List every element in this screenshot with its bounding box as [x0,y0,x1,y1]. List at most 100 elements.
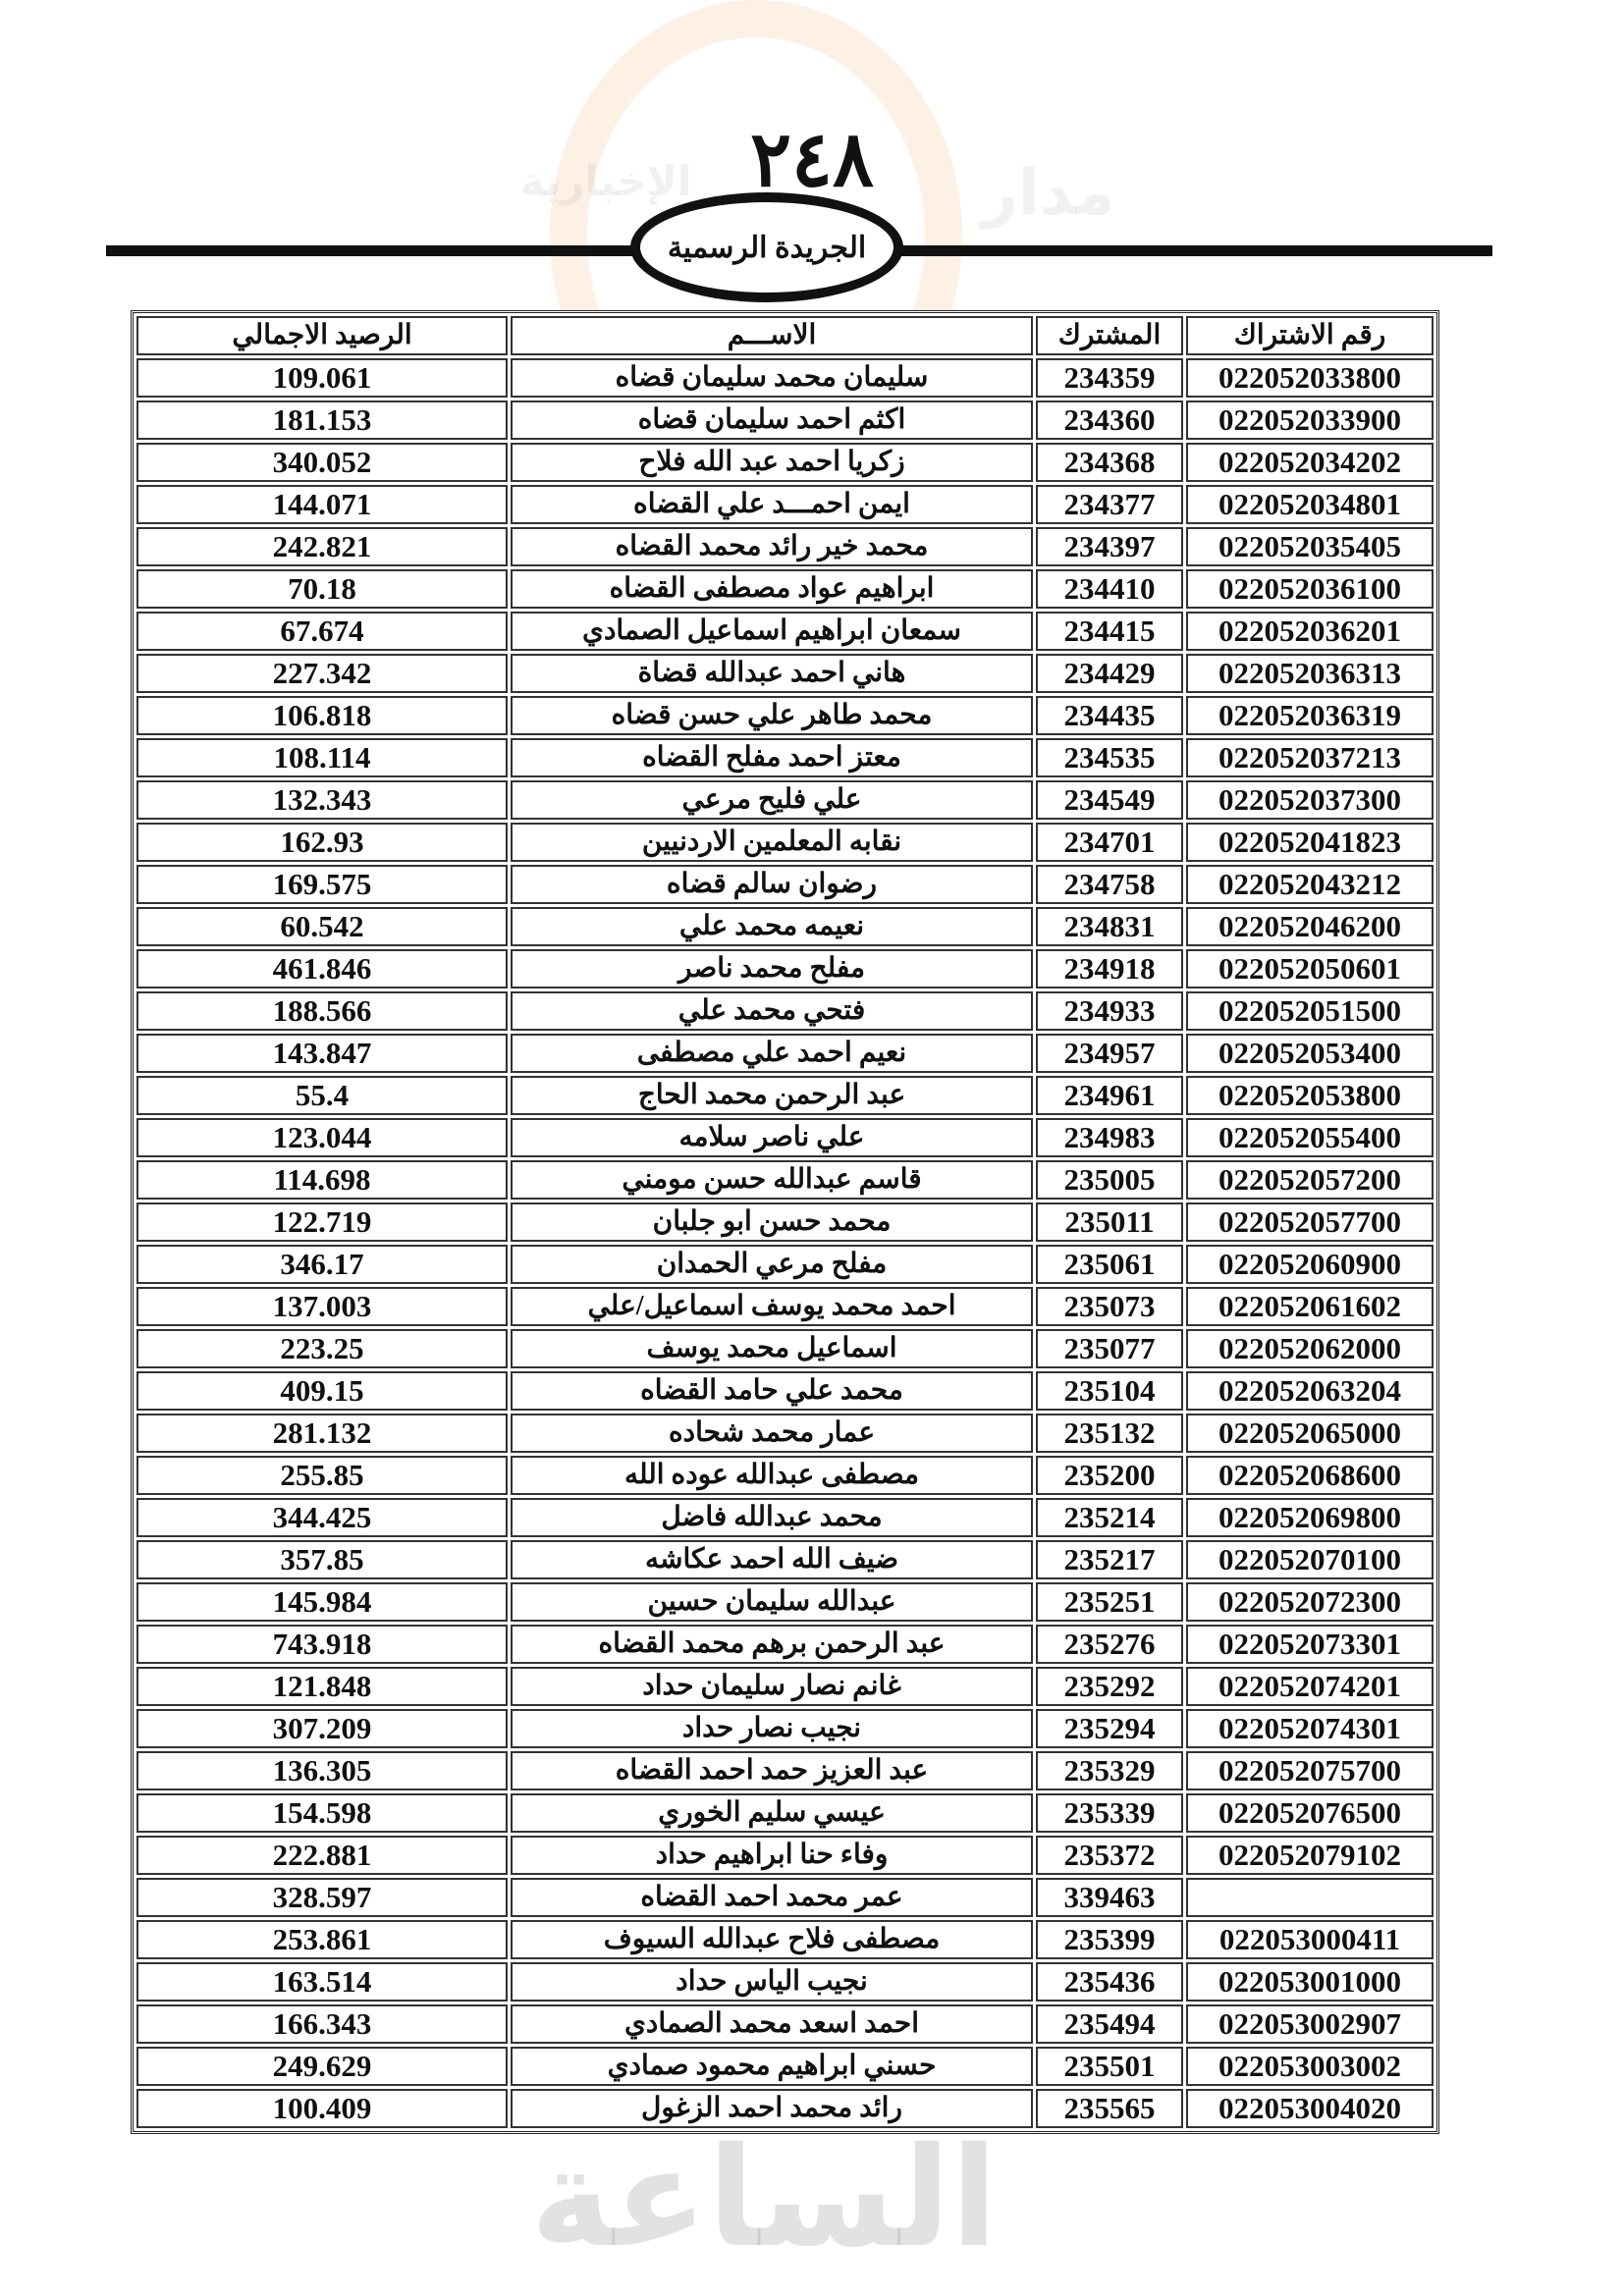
cell-subscriber: 234701 [1036,823,1183,862]
table-row: 162.93 نقابه المعلمين الاردنيين 234701 0220… [136,823,1434,862]
cell-subscriber: 235329 [1036,1751,1183,1790]
table-row: 222.881 وفاء حنا ابراهيم حداد 235372 022052… [136,1836,1434,1875]
cell-balance: 222.881 [136,1836,508,1875]
cell-balance: 163.514 [136,1962,508,2002]
cell-subscriber: 235011 [1036,1202,1183,1242]
cell-name: هاني احمد عبدالله قضاة [511,654,1033,693]
table-row: 154.598 عيسي سليم الخوري 235339 02205207650… [136,1793,1434,1833]
cell-name: زكريا احمد عبد الله فلاح [511,443,1033,482]
cell-balance: 169.575 [136,865,508,904]
table-row: 145.984 عبدالله سليمان حسين 235251 02205207… [136,1582,1434,1622]
cell-subscriber: 234549 [1036,780,1183,820]
cell-subscriber: 235436 [1036,1962,1183,2002]
cell-subscriber: 235200 [1036,1456,1183,1495]
cell-balance: 136.305 [136,1751,508,1790]
table-row: 743.918 عبد الرحمن برهم محمد القضاه 235276… [136,1625,1434,1664]
cell-balance: 340.052 [136,443,508,482]
cell-name: علي ناصر سلامه [511,1118,1033,1157]
cell-name: مصطفى عبدالله عوده الله [511,1456,1033,1495]
watermark-text: الساعة [530,2118,999,2278]
table-row: 328.597 عمر محمد احمد القضاه 339463 [136,1878,1434,1917]
table-row: 253.861 مصطفى فلاح عبدالله السيوف 235399 02… [136,1920,1434,1959]
cell-balance: 154.598 [136,1793,508,1833]
cell-subscriber: 339463 [1036,1878,1183,1917]
cell-name: عمار محمد شحاده [511,1414,1033,1453]
cell-account: 022052073301 [1186,1625,1434,1664]
cell-subscriber: 234983 [1036,1118,1183,1157]
cell-name: محمد خير رائد محمد القضاه [511,527,1033,566]
cell-balance: 143.847 [136,1034,508,1073]
cell-account: 022052075700 [1186,1751,1434,1790]
table-row: 136.305 عبد العزيز حمد احمد القضاه 235329 0… [136,1751,1434,1790]
table-row: 55.4 عبد الرحمن محمد الحاج 234961 022052053… [136,1076,1434,1115]
table-row: 114.698 قاسم عبدالله حسن مومني 235005 02205… [136,1160,1434,1200]
table-row: 109.061 سليمان محمد سليمان قضاه 234359 0220… [136,358,1434,398]
cell-subscriber: 235104 [1036,1371,1183,1411]
cell-account: 022052074301 [1186,1709,1434,1748]
cell-subscriber: 234377 [1036,485,1183,524]
cell-account: 022052061602 [1186,1287,1434,1326]
cell-subscriber: 235132 [1036,1414,1183,1453]
table-row: 249.629 حسني ابراهيم محمود صمادي 235501 022… [136,2047,1434,2086]
cell-name: عبد العزيز حمد احمد القضاه [511,1751,1033,1790]
table-row: 307.209 نجيب نصار حداد 235294 022052074301 [136,1709,1434,1748]
cell-account: 022052037213 [1186,738,1434,777]
cell-name: قاسم عبدالله حسن مومني [511,1160,1033,1200]
cell-name: محمد علي حامد القضاه [511,1371,1033,1411]
cell-account: 022053000411 [1186,1920,1434,1959]
cell-account: 022053001000 [1186,1962,1434,2002]
cell-account: 022052036100 [1186,569,1434,609]
cell-balance: 162.93 [136,823,508,862]
cell-name: عبدالله سليمان حسين [511,1582,1033,1622]
cell-name: نجيب نصار حداد [511,1709,1033,1748]
cell-account: 022052033900 [1186,400,1434,440]
cell-account: 022052034801 [1186,485,1434,524]
cell-name: رضوان سالم قضاه [511,865,1033,904]
cell-subscriber: 235005 [1036,1160,1183,1200]
table-row: 344.425 محمد عبدالله فاضل 235214 0220520698… [136,1498,1434,1537]
cell-subscriber: 234957 [1036,1034,1183,1073]
cell-subscriber: 235494 [1036,2004,1183,2044]
cell-balance: 223.25 [136,1329,508,1368]
cell-subscriber: 235077 [1036,1329,1183,1368]
watermark-text: مدار [982,157,1115,230]
cell-subscriber: 235294 [1036,1709,1183,1748]
table-row: 166.343 احمد اسعد محمد الصمادي 235494 02205… [136,2004,1434,2044]
cell-name: نقابه المعلمين الاردنيين [511,823,1033,862]
table-row: 461.846 مفلح محمد ناصر 234918 022052050601 [136,949,1434,988]
cell-name: وفاء حنا ابراهيم حداد [511,1836,1033,1875]
cell-subscriber: 235292 [1036,1667,1183,1706]
cell-account: 022052046200 [1186,907,1434,946]
cell-balance: 123.044 [136,1118,508,1157]
table-row: 137.003 احمد محمد يوسف اسماعيل/علي 235073 0… [136,1287,1434,1326]
cell-name: مصطفى فلاح عبدالله السيوف [511,1920,1033,1959]
cell-name: عيسي سليم الخوري [511,1793,1033,1833]
cell-account: 022053002907 [1186,2004,1434,2044]
table-row: 70.18 ابراهيم عواد مصطفى القضاه 234410 0220… [136,569,1434,609]
cell-balance: 106.818 [136,696,508,735]
cell-balance: 253.861 [136,1920,508,1959]
cell-subscriber: 234933 [1036,991,1183,1031]
cell-balance: 255.85 [136,1456,508,1495]
cell-balance: 307.209 [136,1709,508,1748]
cell-name: معتز احمد مفلح القضاه [511,738,1033,777]
cell-name: نعيم احمد علي مصطفى [511,1034,1033,1073]
cell-account: 022053003002 [1186,2047,1434,2086]
cell-name: احمد محمد يوسف اسماعيل/علي [511,1287,1033,1326]
table-row: 188.566 فتحي محمد علي 234933 022052051500 [136,991,1434,1031]
table-row: 227.342 هاني احمد عبدالله قضاة 234429 02205… [136,654,1434,693]
cell-name: نعيمه محمد علي [511,907,1033,946]
cell-subscriber: 235061 [1036,1245,1183,1284]
cell-name: عبد الرحمن برهم محمد القضاه [511,1625,1033,1664]
cell-name: سمعان ابراهيم اسماعيل الصمادي [511,612,1033,651]
cell-account: 022052043212 [1186,865,1434,904]
cell-balance: 743.918 [136,1625,508,1664]
cell-account: 022052060900 [1186,1245,1434,1284]
cell-account: 022052057700 [1186,1202,1434,1242]
cell-balance: 108.114 [136,738,508,777]
cell-account: 022052037300 [1186,780,1434,820]
cell-name: محمد حسن ابو جلبان [511,1202,1033,1242]
cell-account: 022052072300 [1186,1582,1434,1622]
cell-subscriber: 234360 [1036,400,1183,440]
cell-account: 022053004020 [1186,2089,1434,2128]
